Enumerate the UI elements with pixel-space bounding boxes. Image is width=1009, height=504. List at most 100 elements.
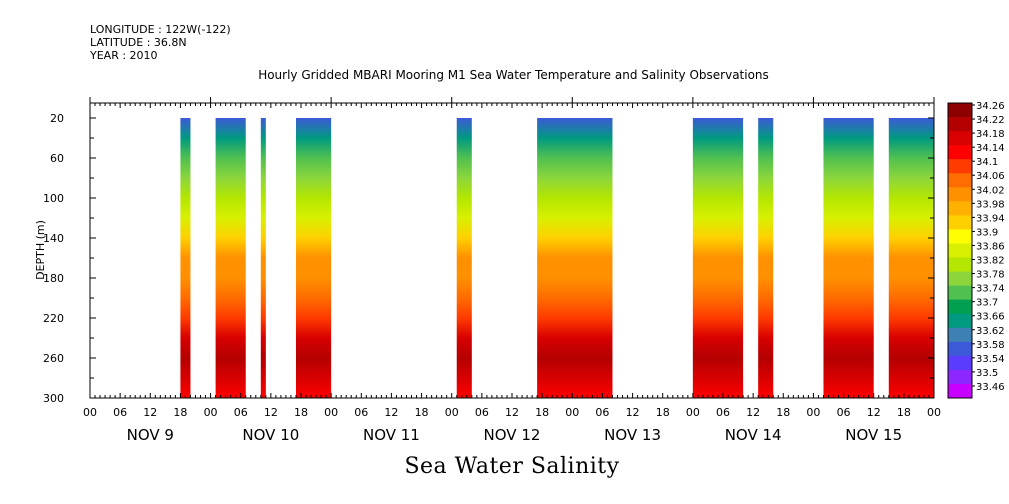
- day-label: NOV 12: [484, 426, 541, 444]
- colorbar-swatch: [948, 285, 972, 301]
- y-tick-label: 100: [43, 192, 64, 205]
- colorbar-swatch: [948, 173, 972, 188]
- colorbar: 34.26 34.22 34.18 34.14 34.1 34.06 34.02 33.98 3…: [947, 101, 1005, 399]
- day-label: NOV 13: [604, 426, 661, 444]
- y-tick-label: 180: [43, 272, 64, 285]
- colorbar-swatch: [948, 201, 972, 216]
- colorbar-swatch: [948, 243, 972, 259]
- latitude-label: LATITUDE : 36.8N: [90, 36, 187, 49]
- colorbar-swatch: [948, 215, 972, 230]
- colorbar-label: 33.86: [976, 241, 1005, 252]
- colorbar-label: 33.9: [976, 227, 998, 238]
- colorbar-label: 34.26: [976, 101, 1005, 112]
- x-tick-label: 00: [686, 406, 700, 419]
- y-tick-label: 220: [43, 312, 64, 325]
- colorbar-label: 33.54: [976, 354, 1005, 365]
- x-tick-label: 18: [535, 406, 549, 419]
- variable-label: Sea Water Salinity: [404, 454, 620, 479]
- colorbar-swatch: [948, 257, 972, 273]
- colorbar-label: 33.82: [976, 256, 1005, 267]
- axes-layer: 00 06 12 18 00 06 12 18 00 06 12 18 00 06 12 18 00 06 12 18…: [43, 97, 941, 444]
- colorbar-label: 33.78: [976, 270, 1005, 281]
- x-tick-label: 00: [565, 406, 579, 419]
- colorbar-swatch: [948, 159, 972, 174]
- day-label: NOV 14: [725, 426, 782, 444]
- colorbar-frame: [947, 102, 973, 399]
- x-tick-label: 12: [384, 406, 398, 419]
- colorbar-swatch: [948, 229, 972, 244]
- observation-block: [758, 118, 774, 398]
- observation-block: [295, 118, 332, 398]
- colorbar-swatch: [948, 131, 972, 146]
- colorbar-swatch: [948, 187, 972, 202]
- observation-block: [692, 118, 744, 398]
- x-tick-label: 00: [204, 406, 218, 419]
- x-tick-label: 00: [445, 406, 459, 419]
- x-tick-label: 06: [716, 406, 730, 419]
- colorbar-swatch: [948, 369, 972, 385]
- colorbar-swatch: [948, 299, 972, 315]
- day-label: NOV 10: [242, 426, 299, 444]
- y-axis-label: DEPTH (m): [34, 220, 47, 280]
- colorbar-label: 33.46: [976, 382, 1005, 393]
- colorbar-label: 33.94: [976, 213, 1005, 224]
- x-tick-label: 06: [475, 406, 489, 419]
- x-tick-label: 06: [595, 406, 609, 419]
- x-tick-label: 12: [746, 406, 760, 419]
- x-tick-label: 12: [626, 406, 640, 419]
- colorbar-label: 34.06: [976, 171, 1005, 182]
- colorbar-swatch: [948, 103, 972, 118]
- observation-block: [888, 118, 934, 398]
- colorbar-label: 33.98: [976, 199, 1005, 210]
- x-tick-label: 18: [294, 406, 308, 419]
- x-tick-label: 00: [324, 406, 338, 419]
- x-tick-label: 12: [867, 406, 881, 419]
- x-tick-label: 18: [897, 406, 911, 419]
- day-label: NOV 15: [845, 426, 902, 444]
- x-tick-label: 12: [143, 406, 157, 419]
- x-tick-label: 18: [776, 406, 790, 419]
- colorbar-label: 33.62: [976, 326, 1005, 337]
- colorbar-label: 34.1: [976, 157, 998, 168]
- colorbar-swatch: [948, 117, 972, 132]
- observation-block: [537, 118, 613, 398]
- colorbar-swatch: [948, 341, 972, 357]
- chart-title: Hourly Gridded MBARI Mooring M1 Sea Wate…: [258, 68, 769, 82]
- x-tick-label: 06: [113, 406, 127, 419]
- colorbar-label: 33.58: [976, 340, 1005, 351]
- colorbar-label: 34.22: [976, 115, 1005, 126]
- observation-block: [823, 118, 874, 398]
- colorbar-swatch: [948, 383, 972, 399]
- colorbar-swatch: [948, 271, 972, 287]
- x-tick-label: 00: [927, 406, 941, 419]
- observation-block: [260, 118, 266, 398]
- year-label: YEAR : 2010: [90, 49, 158, 62]
- x-tick-label: 12: [264, 406, 278, 419]
- observation-block: [456, 118, 472, 398]
- y-tick-label: 140: [43, 232, 64, 245]
- data-layer: [180, 118, 934, 398]
- observation-block: [215, 118, 246, 398]
- x-tick-label: 06: [837, 406, 851, 419]
- colorbar-label: 34.18: [976, 129, 1005, 140]
- colorbar-label: 33.66: [976, 312, 1005, 323]
- colorbar-swatch: [948, 355, 972, 371]
- colorbar-swatch: [948, 145, 972, 160]
- colorbar-label: 33.74: [976, 284, 1005, 295]
- y-tick-label: 60: [50, 152, 64, 165]
- longitude-label: LONGITUDE : 122W(-122): [90, 23, 231, 36]
- x-tick-label: 06: [234, 406, 248, 419]
- x-tick-label: 18: [173, 406, 187, 419]
- observation-block: [180, 118, 191, 398]
- x-tick-label: 00: [83, 406, 97, 419]
- colorbar-label: 33.5: [976, 368, 998, 379]
- colorbar-label: 34.14: [976, 143, 1005, 154]
- day-label: NOV 11: [363, 426, 420, 444]
- colorbar-swatch: [948, 313, 972, 329]
- x-tick-label: 18: [415, 406, 429, 419]
- colorbar-swatch: [948, 327, 972, 343]
- x-tick-label: 18: [656, 406, 670, 419]
- x-tick-label: 06: [354, 406, 368, 419]
- day-label: NOV 9: [127, 426, 174, 444]
